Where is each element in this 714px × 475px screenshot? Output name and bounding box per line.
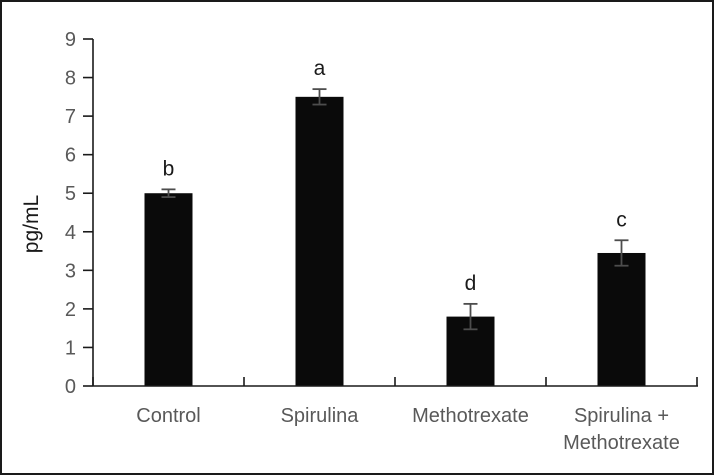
bar-spirulina (295, 96, 344, 386)
y-tick-label: 3 (65, 260, 76, 282)
y-tick-label: 7 (65, 106, 76, 128)
significance-letter: b (163, 157, 175, 180)
x-category-label: Methotrexate (563, 432, 680, 454)
x-category-label: Spirulina + (574, 405, 669, 427)
y-tick-label: 0 (65, 376, 76, 398)
x-category-label: Spirulina (281, 405, 360, 427)
bar-control (144, 193, 193, 386)
x-category-label: Methotrexate (412, 405, 529, 427)
y-axis-title: pg/mL (20, 195, 43, 253)
y-tick-label: 4 (65, 222, 76, 244)
significance-letter: a (314, 57, 326, 80)
significance-letter: c (616, 208, 627, 231)
y-tick-label: 2 (65, 299, 76, 321)
bar-spirulina-methotrexate (597, 252, 646, 386)
y-tick-label: 9 (65, 29, 76, 51)
x-category-label: Control (136, 405, 200, 427)
significance-letter: d (465, 272, 477, 295)
y-tick-label: 8 (65, 68, 76, 90)
y-tick-label: 6 (65, 145, 76, 167)
y-tick-label: 5 (65, 183, 76, 205)
y-tick-label: 1 (65, 337, 76, 359)
